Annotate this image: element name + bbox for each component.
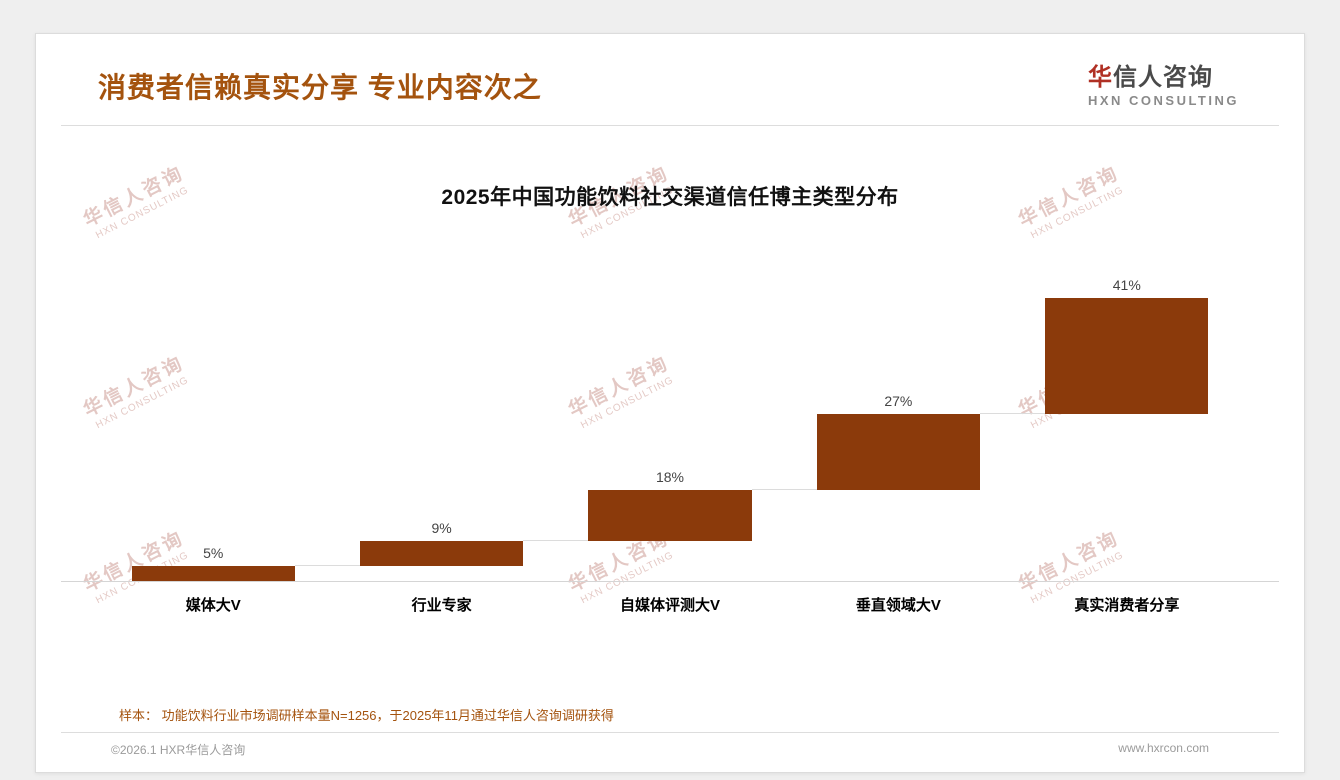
bar-value-label: 9% — [431, 519, 452, 536]
category-axis: 媒体大V 行业专家 自媒体评测大V 垂直领域大V 真实消费者分享 — [61, 594, 1279, 615]
bar-value-label: 41% — [1112, 276, 1141, 293]
category-label: 行业专家 — [411, 596, 472, 614]
company-logo: 华信人咨询 HXN CONSULTING — [1088, 64, 1239, 109]
footer-divider — [61, 731, 1279, 733]
logo-en: HXN CONSULTING — [1087, 92, 1239, 108]
header: 消费者信赖真实分享 专业内容次之 华信人咨询 HXN CONSULTING — [61, 34, 1279, 126]
footer-website: www.hxrcon.com — [1118, 740, 1209, 755]
footer: ©2026.1 HXR华信人咨询 www.hxrcon.com — [61, 733, 1279, 758]
logo-cn-accent: 华 — [1087, 64, 1113, 91]
footer-copyright: ©2026.1 HXR华信人咨询 — [111, 742, 246, 757]
category-label: 真实消费者分享 — [1074, 596, 1180, 614]
waterfall-connector — [980, 412, 1046, 414]
category-label: 垂直领域大V — [855, 596, 941, 614]
bar-value-label: 27% — [884, 392, 913, 409]
bar-segment — [1045, 297, 1209, 414]
category-label: 自媒体评测大V — [620, 596, 721, 614]
plot-area: 5% 9% 18% 27% 41% — [99, 277, 1241, 581]
category-label: 媒体大V — [185, 596, 241, 614]
logo-cn: 华信人咨询 — [1088, 64, 1239, 92]
slide-content: 消费者信赖真实分享 专业内容次之 华信人咨询 HXN CONSULTING 20… — [36, 34, 1304, 772]
bar-segment — [588, 489, 752, 541]
bar-segment — [359, 540, 524, 567]
waterfall-connector — [294, 565, 360, 567]
bar-value-label: 5% — [203, 545, 224, 562]
bar-value-label: 18% — [655, 468, 684, 485]
sample-note: 样本： 功能饮料行业市场调研样本量N=1256，于2025年11月通过华信人咨询… — [119, 707, 614, 723]
plot-outer: 5% 9% 18% 27% 41% — [61, 277, 1279, 582]
waterfall-connector — [523, 539, 589, 541]
bar-segment — [131, 566, 295, 581]
bar-segment — [816, 413, 981, 490]
logo-cn-text: 信人咨询 — [1112, 64, 1213, 91]
page-title: 消费者信赖真实分享 专业内容次之 — [98, 72, 542, 104]
chart-title: 2025年中国功能饮料社交渠道信任博主类型分布 — [441, 185, 899, 209]
slide-card: 华信人咨询 HXN CONSULTING 华信人咨询 HXN CONSULTING 华信… — [35, 33, 1305, 773]
waterfall-connector — [751, 488, 817, 490]
